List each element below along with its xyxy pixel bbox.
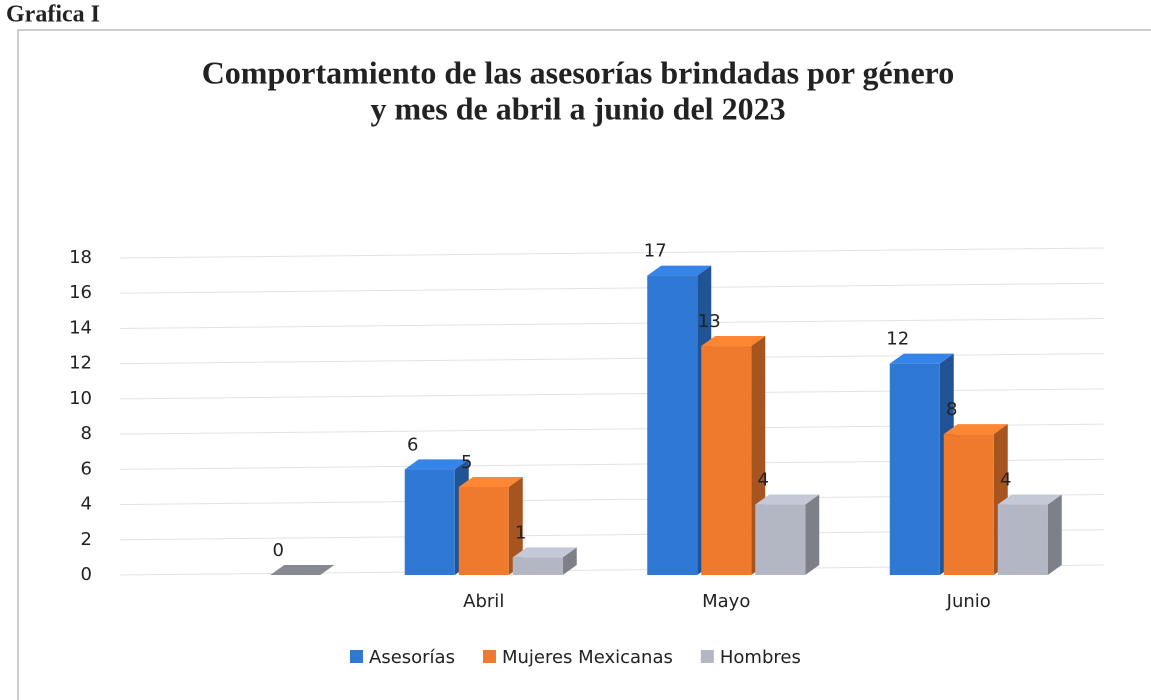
legend-swatch (482, 650, 496, 663)
bar (997, 504, 1048, 575)
bar-top (943, 424, 1008, 435)
grid-line (119, 247, 1105, 259)
grid-line (119, 388, 1105, 400)
bar-top (270, 565, 335, 575)
legend-swatch (700, 650, 714, 663)
data-label: 13 (698, 311, 721, 332)
y-tick-label: 10 (69, 388, 92, 409)
legend-label: Hombres (720, 647, 801, 668)
chart-title: Comportamiento de las asesorías brindada… (202, 54, 955, 90)
bar-top (512, 547, 577, 558)
data-label: 0 (273, 540, 284, 561)
bar (458, 486, 509, 575)
y-tick-label: 0 (81, 564, 92, 585)
grid-line (119, 282, 1105, 294)
x-tick-label: Junio (946, 591, 991, 612)
legend-label: Asesorías (369, 647, 455, 668)
bar-side (1047, 494, 1062, 575)
data-label: 4 (1000, 470, 1011, 491)
bar (943, 434, 994, 575)
data-label: 4 (758, 470, 769, 491)
data-label: 5 (461, 452, 472, 473)
bar-top (404, 459, 469, 470)
chart-title: y mes de abril a junio del 2023 (370, 90, 785, 126)
x-tick-label: Mayo (702, 591, 750, 612)
bar-top (755, 494, 820, 505)
bar (889, 363, 940, 575)
grid-line (119, 317, 1105, 329)
bar (755, 504, 806, 575)
bar-top (458, 476, 523, 487)
grid-line (119, 353, 1105, 365)
data-label: 1 (515, 522, 526, 543)
bar-side (508, 476, 523, 575)
data-label: 8 (946, 399, 957, 420)
data-label: 12 (886, 329, 909, 350)
bar (404, 469, 455, 575)
bar-top (647, 265, 712, 276)
frame (17, 29, 1151, 700)
bar-top (997, 494, 1062, 505)
y-tick-label: 14 (69, 317, 92, 338)
data-label: 17 (644, 241, 667, 262)
y-tick-label: 8 (81, 423, 92, 444)
y-tick-label: 12 (69, 353, 92, 374)
y-tick-label: 6 (81, 458, 92, 479)
bar-top (889, 353, 954, 364)
y-tick-label: 4 (81, 494, 92, 515)
bar-top (701, 336, 766, 347)
legend-swatch (350, 650, 363, 663)
bar (647, 275, 698, 575)
y-tick-label: 16 (69, 282, 92, 303)
x-tick-label: Abril (463, 591, 504, 612)
bar-side (562, 547, 577, 575)
legend-label: Mujeres Mexicanas (502, 647, 673, 668)
data-label: 6 (407, 434, 418, 455)
bar (512, 557, 563, 575)
page-label: Grafica I (6, 2, 100, 28)
bar (701, 346, 752, 575)
bar-side (805, 494, 820, 575)
y-tick-label: 2 (81, 529, 92, 550)
y-tick-label: 18 (69, 247, 92, 268)
